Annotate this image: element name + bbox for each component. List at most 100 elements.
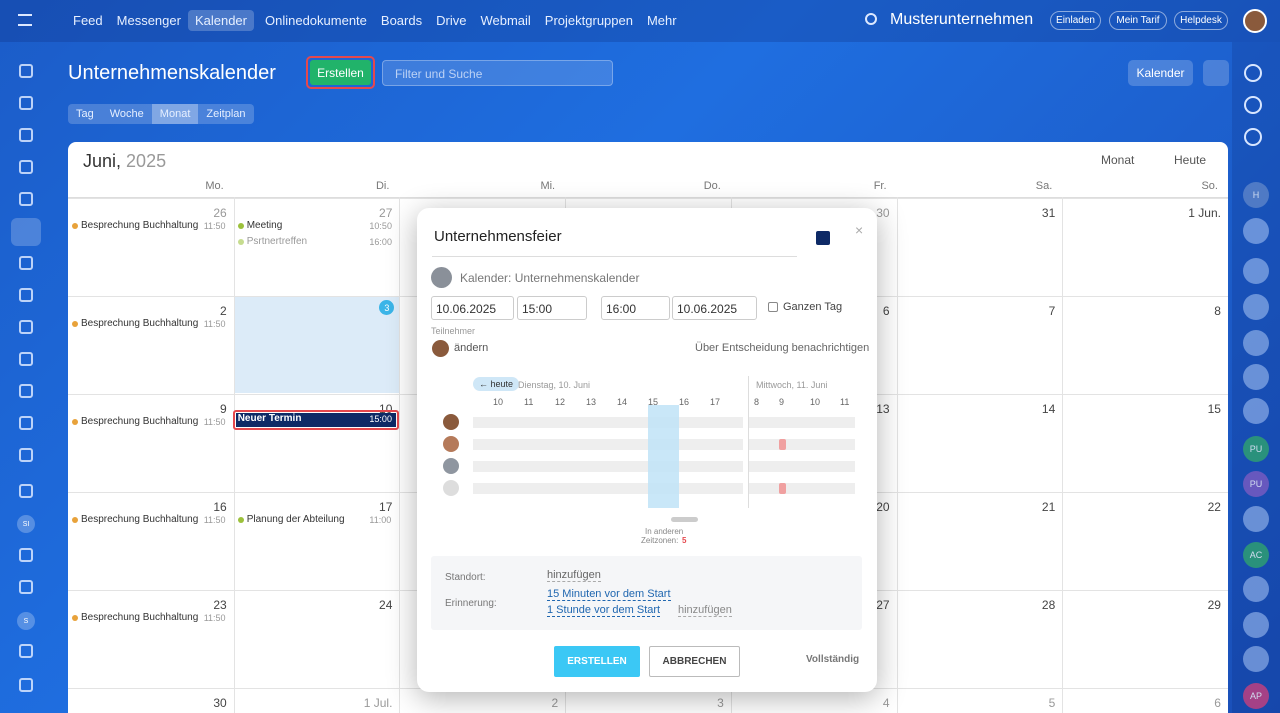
create-button[interactable]: Erstellen [310, 60, 371, 85]
sidebar-icon[interactable] [19, 448, 33, 462]
tariff[interactable]: Mein Tarif [1109, 11, 1167, 30]
badge[interactable]: S [17, 612, 35, 630]
right-sidebar: H PU PU AC AP [1232, 42, 1280, 713]
today-pill[interactable]: ← heute [473, 377, 520, 391]
nav-item[interactable]: Mehr [646, 13, 677, 28]
sidebar-icon[interactable] [19, 416, 33, 430]
event-highlight [232, 410, 400, 430]
event-dot [72, 419, 78, 425]
nav-item[interactable]: Boards [380, 13, 423, 28]
nav-item[interactable]: Feed [73, 13, 103, 28]
settings[interactable] [1203, 60, 1229, 86]
hour: 12 [555, 397, 566, 407]
location-add[interactable]: hinzufügen [547, 569, 601, 582]
participant-avatar [443, 480, 459, 496]
invite[interactable]: Einladen [1050, 11, 1101, 30]
sidebar-icon[interactable] [19, 320, 33, 334]
avatar[interactable] [1243, 612, 1269, 638]
today-badge: 3 [379, 300, 395, 315]
company[interactable]: Musterunternehmen [890, 11, 1034, 28]
badge[interactable]: H [1243, 182, 1269, 208]
reminder[interactable]: 1 Stunde vor dem Start [547, 604, 661, 617]
avatar[interactable] [1243, 576, 1269, 602]
sidebar-icon[interactable] [19, 192, 33, 206]
cancel-button[interactable]: ABBRECHEN [649, 646, 740, 677]
avatar[interactable] [1243, 9, 1267, 33]
view-tab[interactable]: Woche [109, 108, 144, 120]
color-swatch[interactable] [816, 231, 830, 245]
time-from[interactable]: 15:00 [517, 296, 587, 320]
sidebar-icon[interactable] [19, 256, 33, 270]
day-number: 21 [1041, 500, 1056, 514]
badge[interactable]: AC [1243, 542, 1269, 568]
sidebar-icon[interactable] [19, 548, 33, 562]
close[interactable]: × [855, 222, 864, 238]
full-link[interactable]: Vollständig [806, 654, 860, 665]
sidebar-icon[interactable] [19, 580, 33, 594]
date-to[interactable]: 10.06.2025 [672, 296, 757, 320]
nav-item[interactable]: Webmail [480, 13, 531, 28]
sidebar-icon[interactable] [19, 678, 33, 692]
badge[interactable]: SI [17, 515, 35, 533]
title-input[interactable]: Unternehmensfeier [434, 228, 562, 245]
avatar[interactable] [1243, 398, 1269, 424]
sidebar-icon[interactable] [19, 128, 33, 142]
hour: 9 [779, 397, 785, 407]
sidebar-icon[interactable] [19, 352, 33, 366]
checkbox[interactable] [768, 302, 778, 312]
calendar-button[interactable]: Kalender [1128, 60, 1193, 86]
search-icon[interactable] [865, 13, 877, 25]
reminder[interactable]: 15 Minuten vor dem Start [547, 588, 671, 601]
mode[interactable]: Monat [1101, 153, 1135, 167]
calendar-select[interactable]: Kalender: Unternehmenskalender [460, 271, 640, 285]
nav-item[interactable]: Drive [436, 13, 467, 28]
time-to[interactable]: 16:00 [601, 296, 670, 320]
sidebar-icon[interactable] [19, 384, 33, 398]
view-tab[interactable]: Zeitplan [206, 108, 246, 120]
sidebar-icon[interactable] [19, 64, 33, 78]
highlight [306, 56, 375, 89]
nav-item[interactable]: Onlinedokumente [265, 13, 367, 28]
avatar[interactable] [1243, 330, 1269, 356]
date-from[interactable]: 10.06.2025 [431, 296, 514, 320]
badge[interactable]: PU [1243, 436, 1269, 462]
icon[interactable] [1244, 96, 1262, 114]
sidebar-icon[interactable] [11, 218, 41, 246]
avatar[interactable] [1243, 294, 1269, 320]
view-tab[interactable]: Tag [76, 108, 94, 120]
sidebar-icon[interactable] [19, 288, 33, 302]
sidebar-icon[interactable] [19, 644, 33, 658]
day-number: 29 [1207, 598, 1221, 612]
cloud-icon[interactable] [431, 267, 452, 288]
sidebar-icon[interactable] [19, 96, 33, 110]
icon[interactable] [1244, 128, 1262, 146]
day-label: Mittwoch, 11. Juni [756, 380, 828, 390]
avatar[interactable] [1243, 506, 1269, 532]
busy-row [473, 439, 743, 450]
avatar[interactable] [1243, 646, 1269, 672]
search[interactable]: Filter und Suche [382, 60, 613, 86]
change-link[interactable]: ändern [454, 342, 489, 354]
sidebar-icon[interactable] [19, 160, 33, 174]
nav-item[interactable]: Messenger [116, 13, 181, 28]
nav-item[interactable]: Kalender [187, 10, 254, 31]
hour: 15 [648, 397, 659, 407]
event-dot [72, 517, 78, 523]
timeline-divider [748, 376, 749, 508]
view-tab[interactable]: Monat [151, 104, 199, 124]
avatar[interactable] [1243, 218, 1269, 244]
avatar[interactable] [1243, 364, 1269, 390]
notify[interactable]: Über Entscheidung benachrichtigen [695, 342, 870, 354]
event-time: 11:50 [203, 417, 226, 427]
today[interactable]: Heute [1174, 153, 1207, 167]
helpdesk[interactable]: Helpdesk [1174, 11, 1228, 30]
create-button[interactable]: ERSTELLEN [554, 646, 640, 677]
menu-icon[interactable] [18, 14, 32, 26]
sidebar-icon[interactable] [19, 484, 33, 498]
nav-item[interactable]: Projektgruppen [544, 13, 633, 28]
badge[interactable]: PU [1243, 471, 1269, 497]
icon[interactable] [1244, 64, 1262, 82]
avatar[interactable] [1243, 258, 1269, 284]
reminder-add[interactable]: hinzufügen [678, 604, 732, 617]
badge[interactable]: AP [1243, 683, 1269, 709]
